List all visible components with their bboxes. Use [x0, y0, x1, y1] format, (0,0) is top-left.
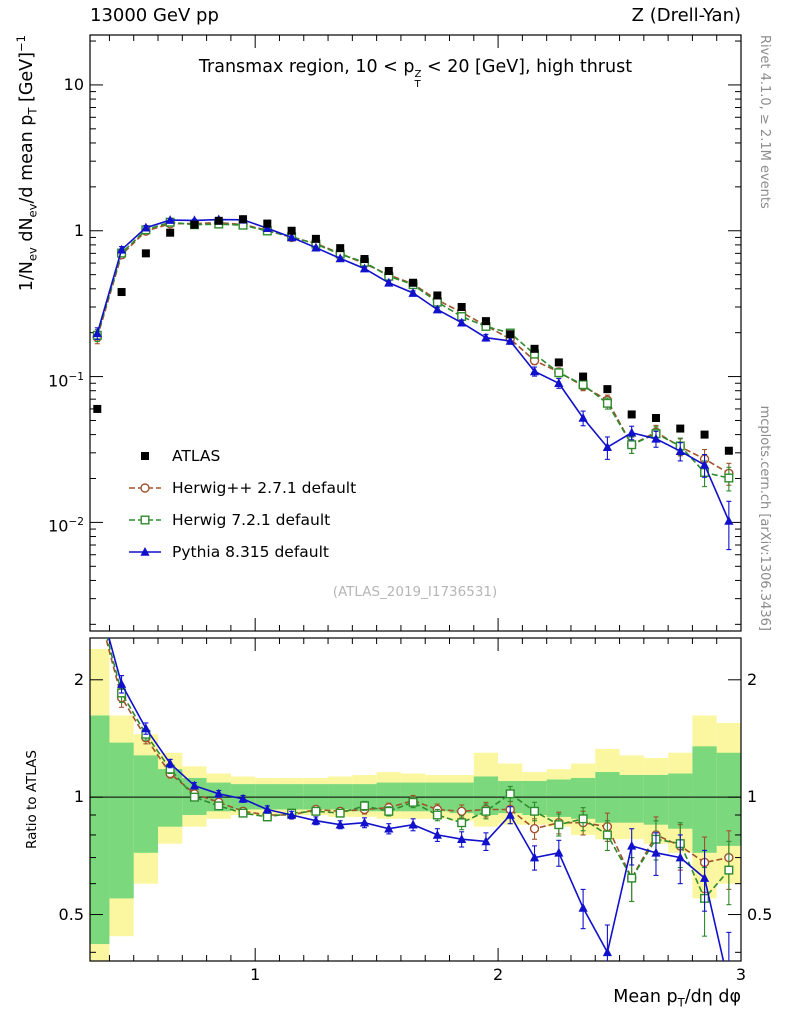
legend-label-herwig7: Herwig 7.2.1 default [172, 511, 331, 529]
y-tick-label-main: 10−2 [48, 516, 84, 536]
x-tick-label: 3 [735, 965, 747, 984]
x-tick-label: 1 [250, 965, 261, 984]
y-tick-label-main: 10−1 [48, 370, 84, 390]
legend-item-herwigpp: Herwig++ 2.7.1 default [127, 472, 356, 504]
y-tick-label-main: 1 [73, 220, 84, 240]
y-tick-label-ratio-right: 2 [747, 669, 758, 689]
analysis-id-watermark: (ATLAS_2019_I1736531) [332, 584, 498, 600]
legend-item-pythia: Pythia 8.315 default [127, 536, 356, 568]
herwigpp-open-circle-marker-icon [129, 483, 161, 493]
legend-item-atlas: ATLAS [127, 440, 356, 472]
pythia-filled-triangle-marker-icon [129, 547, 161, 556]
legend-label-atlas: ATLAS [172, 447, 221, 465]
y-tick-label-ratio-left: 2 [73, 669, 84, 689]
legend-label-herwigpp: Herwig++ 2.7.1 default [172, 479, 357, 497]
herwig7-open-square-marker-icon [129, 515, 161, 525]
mcplots-credit-note: mcplots.cern.ch [arXiv:1306.3436] [757, 405, 772, 631]
x-tick-label: 2 [492, 965, 504, 984]
x-axis-title: Mean pT/dη dφ [613, 987, 741, 1010]
legend: ATLAS Herwig++ 2.7.1 default Herwig 7.2.… [127, 440, 356, 568]
y-tick-label-ratio-right: 1 [747, 787, 758, 807]
legend-item-herwig7: Herwig 7.2.1 default [127, 504, 356, 536]
y-tick-label-main: 10 [63, 74, 84, 94]
process-label: Z (Drell-Yan) [631, 5, 741, 26]
atlas-filled-square-marker-icon [141, 452, 149, 460]
y-tick-label-ratio-left: 0.5 [58, 904, 84, 924]
beam-energy-label: 13000 GeV pp [90, 5, 219, 26]
y-tick-label-ratio-left: 1 [73, 787, 84, 807]
y-axis-title: 1/Nev dNev/d mean pT [GeV]−1 [14, 35, 40, 292]
y-tick-label-ratio-right: 0.5 [747, 904, 773, 924]
legend-label-pythia: Pythia 8.315 default [172, 543, 329, 561]
